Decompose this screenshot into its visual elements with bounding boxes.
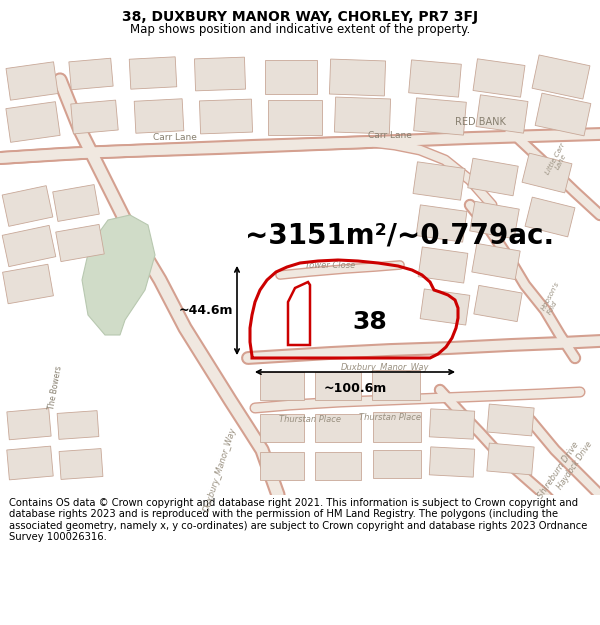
Polygon shape [525, 197, 575, 237]
Polygon shape [69, 58, 113, 90]
Polygon shape [194, 57, 245, 91]
Polygon shape [7, 446, 53, 480]
Polygon shape [134, 99, 184, 133]
Polygon shape [487, 443, 534, 475]
Polygon shape [71, 100, 118, 134]
Text: ~100.6m: ~100.6m [323, 382, 386, 395]
Text: RED BANK: RED BANK [455, 117, 505, 127]
Polygon shape [476, 95, 528, 133]
Polygon shape [199, 99, 253, 134]
Polygon shape [315, 372, 361, 400]
Polygon shape [265, 60, 317, 94]
Polygon shape [522, 153, 572, 193]
Polygon shape [59, 449, 103, 479]
Polygon shape [56, 224, 104, 262]
Polygon shape [260, 372, 304, 400]
Text: Map shows position and indicative extent of the property.: Map shows position and indicative extent… [130, 23, 470, 36]
Text: Carr Lane: Carr Lane [153, 134, 197, 142]
Polygon shape [413, 98, 466, 135]
Text: Thurstan Place: Thurstan Place [359, 413, 421, 422]
Polygon shape [473, 59, 525, 97]
Text: Hobson's
Fold: Hobson's Fold [540, 281, 566, 315]
Polygon shape [6, 102, 60, 142]
Polygon shape [373, 450, 421, 478]
Polygon shape [409, 60, 461, 97]
Text: Shireburn Drive: Shireburn Drive [536, 440, 580, 500]
Text: Little Carr
Lane: Little Carr Lane [544, 142, 572, 178]
Polygon shape [413, 162, 465, 200]
Polygon shape [2, 264, 53, 304]
Text: Tower Close: Tower Close [305, 261, 355, 270]
Polygon shape [260, 414, 304, 442]
Polygon shape [474, 286, 522, 322]
Polygon shape [7, 408, 51, 440]
Polygon shape [2, 186, 53, 226]
Polygon shape [268, 100, 322, 135]
Polygon shape [420, 289, 470, 325]
Polygon shape [129, 57, 177, 89]
Polygon shape [372, 370, 420, 400]
Text: ~44.6m: ~44.6m [179, 304, 233, 317]
Polygon shape [2, 226, 56, 267]
Polygon shape [57, 411, 99, 439]
Text: ~3151m²/~0.779ac.: ~3151m²/~0.779ac. [245, 221, 554, 249]
Polygon shape [429, 447, 475, 477]
Text: Haydock Drive: Haydock Drive [556, 439, 595, 491]
Text: Duxbury_Manor_Way: Duxbury_Manor_Way [202, 426, 238, 514]
Polygon shape [315, 452, 361, 480]
Polygon shape [82, 215, 155, 335]
Polygon shape [373, 412, 421, 442]
Text: 38: 38 [353, 310, 388, 334]
Polygon shape [468, 158, 518, 196]
Polygon shape [6, 62, 58, 100]
Polygon shape [472, 243, 520, 279]
Polygon shape [418, 247, 468, 283]
Polygon shape [429, 409, 475, 439]
Polygon shape [329, 59, 386, 96]
Text: Contains OS data © Crown copyright and database right 2021. This information is : Contains OS data © Crown copyright and d… [9, 498, 587, 542]
Text: Duxbury_Manor_Way: Duxbury_Manor_Way [341, 363, 429, 372]
Polygon shape [334, 97, 391, 134]
Text: The Bowers: The Bowers [47, 366, 63, 411]
Polygon shape [470, 201, 519, 239]
Polygon shape [416, 205, 467, 242]
Polygon shape [535, 93, 591, 136]
Polygon shape [487, 404, 534, 436]
Polygon shape [532, 55, 590, 99]
Text: Thurstan Place: Thurstan Place [279, 416, 341, 424]
Text: 38, DUXBURY MANOR WAY, CHORLEY, PR7 3FJ: 38, DUXBURY MANOR WAY, CHORLEY, PR7 3FJ [122, 10, 478, 24]
Polygon shape [260, 452, 304, 480]
Polygon shape [315, 414, 361, 442]
Text: Carr Lane: Carr Lane [368, 131, 412, 139]
Polygon shape [53, 184, 99, 221]
